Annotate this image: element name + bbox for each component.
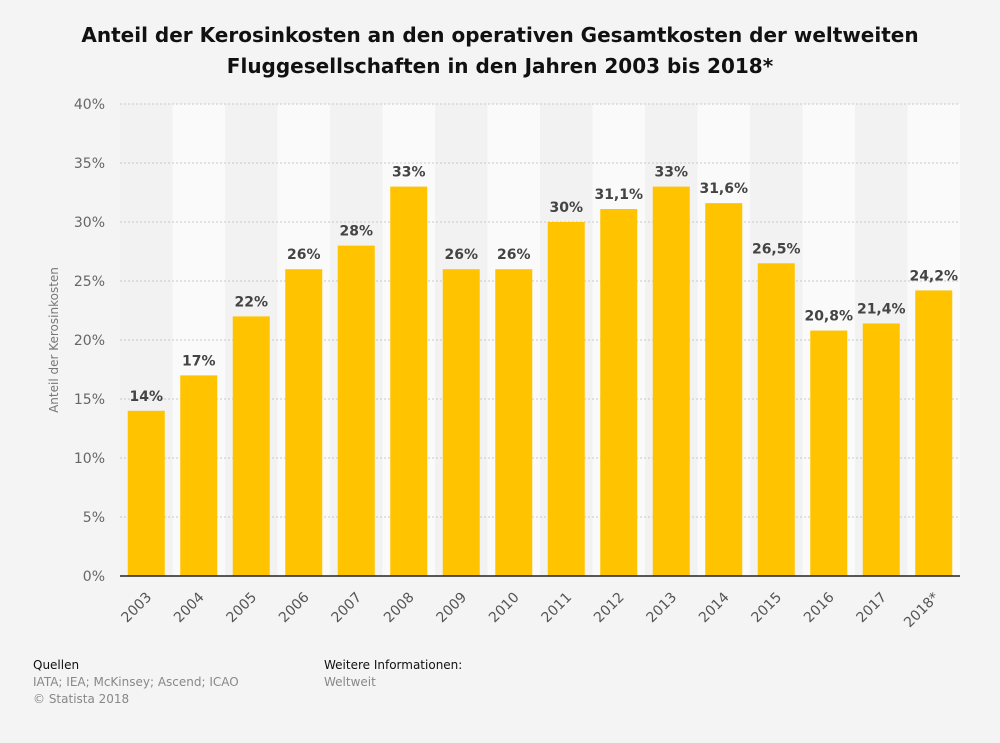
y-axis-title: Anteil der Kerosinkosten xyxy=(47,267,61,413)
bar xyxy=(442,269,480,576)
x-tick-label: 2008 xyxy=(381,590,418,627)
sources-text: IATA; IEA; McKinsey; Ascend; ICAO xyxy=(33,675,239,689)
bar xyxy=(547,222,585,576)
bar xyxy=(127,410,165,576)
y-tick-label: 30% xyxy=(74,215,105,231)
bar xyxy=(915,290,953,576)
x-tick-label: 2010 xyxy=(486,590,523,627)
y-tick-label: 20% xyxy=(74,333,105,349)
data-label: 26% xyxy=(444,247,478,263)
x-tick-label: 2011 xyxy=(539,590,576,627)
y-tick-label: 40% xyxy=(74,97,105,113)
x-tick-label: 2017 xyxy=(854,590,891,627)
bar xyxy=(705,203,743,576)
info-heading: Weitere Informationen: xyxy=(324,658,463,672)
bar xyxy=(180,375,218,576)
x-tick-label: 2015 xyxy=(749,590,786,627)
y-tick-label: 15% xyxy=(74,392,105,408)
data-label: 26,5% xyxy=(752,241,801,257)
data-label: 26% xyxy=(497,247,531,263)
x-tick-label: 2003 xyxy=(119,590,156,627)
info-text: Weltweit xyxy=(324,675,376,689)
bar xyxy=(285,269,323,576)
sources-heading: Quellen xyxy=(33,658,80,672)
bar xyxy=(600,209,638,576)
x-tick-label: 2009 xyxy=(434,590,471,627)
x-tick-label: 2018* xyxy=(901,590,942,631)
bar xyxy=(337,245,375,576)
x-tick-label: 2004 xyxy=(171,589,208,626)
sources-block: Quellen IATA; IEA; McKinsey; Ascend; ICA… xyxy=(33,657,239,708)
data-label: 14% xyxy=(129,389,163,405)
data-label: 22% xyxy=(234,294,268,310)
y-tick-label: 10% xyxy=(74,451,105,467)
y-tick-label: 5% xyxy=(83,510,105,526)
bar xyxy=(652,186,690,576)
info-block: Weitere Informationen: Weltweit xyxy=(324,657,462,691)
data-label: 30% xyxy=(549,200,583,216)
data-label: 31,6% xyxy=(699,181,748,197)
bar xyxy=(757,263,795,576)
data-label: 17% xyxy=(182,353,216,369)
x-tick-label: 2014 xyxy=(696,589,733,626)
x-tick-label: 2005 xyxy=(224,590,261,627)
x-tick-label: 2007 xyxy=(329,590,366,627)
bar xyxy=(495,269,533,576)
data-label: 31,1% xyxy=(594,187,643,203)
y-tick-label: 0% xyxy=(83,569,105,585)
x-tick-label: 2006 xyxy=(276,589,313,626)
chart-title: Anteil der Kerosinkosten an den operativ… xyxy=(81,23,919,78)
data-label: 24,2% xyxy=(909,268,958,284)
copyright: © Statista 2018 xyxy=(33,692,130,706)
y-tick-label: 25% xyxy=(74,274,105,290)
bar xyxy=(862,323,900,576)
data-label: 33% xyxy=(392,165,426,181)
data-label: 20,8% xyxy=(804,309,853,325)
bar xyxy=(810,330,848,576)
y-tick-label: 35% xyxy=(74,156,105,172)
data-label: 26% xyxy=(287,247,321,263)
x-tick-label: 2013 xyxy=(644,590,681,627)
x-tick-label: 2012 xyxy=(591,590,628,627)
bar xyxy=(390,186,428,576)
data-label: 33% xyxy=(654,165,688,181)
bar xyxy=(232,316,270,576)
data-label: 28% xyxy=(339,224,373,240)
x-tick-label: 2016 xyxy=(801,589,838,626)
data-label: 21,4% xyxy=(857,301,906,317)
